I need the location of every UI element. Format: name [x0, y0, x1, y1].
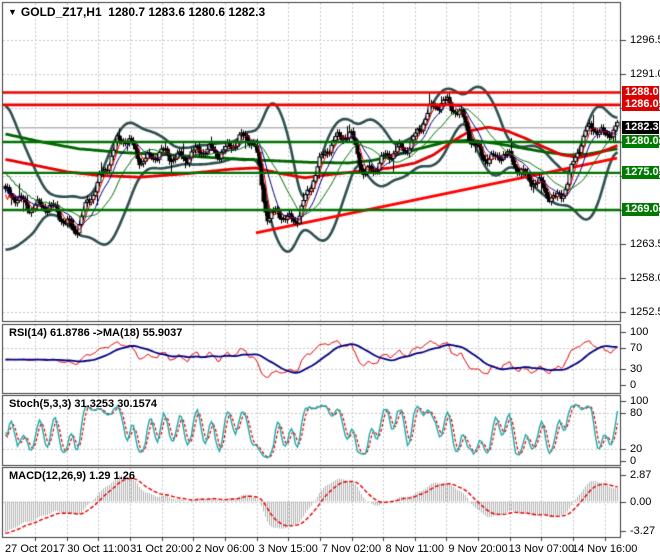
price-badge-resistance: 1288.0	[622, 85, 659, 99]
price-badge-support: 1269.0	[622, 202, 659, 216]
rsi-indicator-label: RSI(14) 61.8786 ->MA(18) 55.9037	[9, 327, 183, 339]
time-axis-label: 14 Nov 16:00	[571, 543, 638, 555]
symbol-marker-icon: ▼	[8, 7, 17, 17]
time-axis-label: 27 Oct 2017	[5, 543, 65, 555]
chart-title: ▼ GOLD_Z17,H1 1280.7 1283.6 1280.6 1282.3	[8, 5, 265, 19]
rsi-scale-label: 0	[630, 379, 637, 391]
price-badge-current-price: 1282.3	[622, 120, 659, 134]
time-axis-label: 13 Nov 07:00	[508, 543, 575, 555]
price-axis-label: 1263.5	[630, 237, 660, 250]
stoch-scale-label: 80	[630, 406, 643, 419]
price-badge-resistance: 1286.0	[622, 97, 659, 111]
macd-indicator-label: MACD(12,26,9) 1.29 1.26	[9, 470, 135, 482]
time-axis-label: 3 Nov 15:00	[258, 543, 318, 555]
time-axis-label: 7 Nov 02:00	[321, 543, 382, 555]
macd-scale-label: 2.87	[630, 469, 652, 482]
time-axis-label: 31 Oct 20:00	[130, 543, 194, 555]
price-axis-label: 1296.5	[630, 34, 660, 46]
stoch-indicator-label: Stoch(5,3,3) 31.3253 30.1574	[9, 398, 157, 410]
chart-ohlc-values: 1280.7 1283.6 1280.6 1282.3	[108, 5, 266, 19]
price-badge-support: 1275.0	[622, 165, 659, 179]
macd-scale-label: -3.27	[630, 525, 656, 538]
stoch-scale-label: 0	[630, 454, 637, 467]
price-axis-label: 1252.5	[630, 305, 660, 318]
time-axis-label: 2 Nov 06:00	[195, 543, 255, 555]
macd-scale-label: 0.00	[630, 495, 652, 508]
price-axis-label: 1291.0	[630, 67, 660, 80]
time-axis-label: 30 Oct 11:00	[67, 543, 130, 555]
rsi-scale-label: 30	[630, 362, 643, 375]
chart-symbol: GOLD_Z17,H1	[20, 5, 102, 19]
price-badge-support: 1280.0	[622, 134, 659, 148]
time-axis[interactable]: 27 Oct 2017 30 Oct 11:00 31 Oct 20:00 2 Nov…	[0, 540, 660, 560]
time-axis-label: 9 Nov 20:00	[448, 543, 508, 555]
time-axis-label: 8 Nov 11:00	[385, 543, 445, 555]
rsi-scale-label: 70	[630, 341, 643, 354]
rsi-scale-label: 100	[630, 325, 649, 338]
price-axis[interactable]: 1296.51291.01285.51280.01274.51269.01263…	[620, 0, 660, 560]
stoch-scale-label: 20	[630, 442, 643, 455]
price-axis-label: 1258.0	[630, 271, 660, 284]
stoch-scale-label: 100	[630, 394, 649, 407]
